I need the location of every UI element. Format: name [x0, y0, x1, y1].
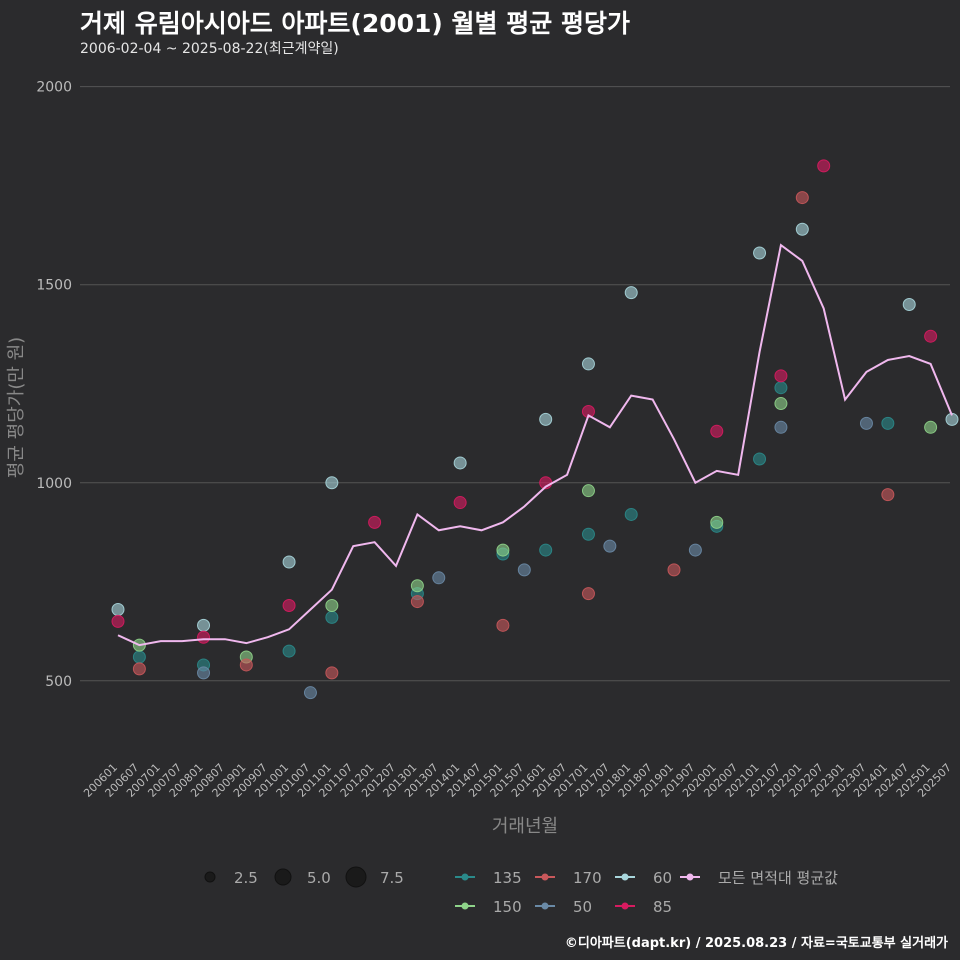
- scatter-point-60: [282, 555, 296, 569]
- scatter-point-170: [581, 587, 595, 601]
- y-tick-label: 500: [45, 674, 72, 690]
- scatter-point-85: [453, 496, 467, 510]
- scatter-points: [111, 159, 959, 700]
- size-legend-symbol: [204, 871, 216, 883]
- legend-label-50: 50: [573, 898, 592, 916]
- scatter-point-60: [753, 246, 767, 260]
- scatter-point-150: [924, 420, 938, 434]
- scatter-point-50: [517, 563, 531, 577]
- legend-swatch-dot: [541, 873, 549, 881]
- scatter-point-85: [197, 630, 211, 644]
- legend-label-135: 135: [493, 869, 522, 887]
- legend-label-170: 170: [573, 869, 602, 887]
- scatter-point-135: [624, 507, 638, 521]
- scatter-point-170: [132, 662, 146, 676]
- scatter-point-150: [581, 484, 595, 498]
- size-legend-symbol: [274, 868, 292, 886]
- scatter-point-170: [239, 658, 253, 672]
- size-legend-label: 7.5: [380, 869, 404, 887]
- size-legend-label: 2.5: [234, 869, 258, 887]
- scatter-point-85: [111, 614, 125, 628]
- y-axis-label: 평균 평당가(만 원): [6, 337, 27, 478]
- legend-label-60: 60: [653, 869, 672, 887]
- scatter-point-50: [774, 420, 788, 434]
- scatter-point-170: [325, 666, 339, 680]
- legend-swatch-dot: [541, 902, 549, 910]
- scatter-point-150: [774, 397, 788, 411]
- legend-swatch-dot: [461, 902, 469, 910]
- x-axis-label: 거래년월: [492, 816, 558, 837]
- legend-label-avg: 모든 면적대 평균값: [718, 869, 838, 887]
- scatter-point-60: [902, 298, 916, 312]
- scatter-point-60: [624, 286, 638, 300]
- average-line-group: [117, 243, 953, 647]
- scatter-point-50: [432, 571, 446, 585]
- scatter-point-170: [410, 595, 424, 609]
- scatter-point-135: [132, 650, 146, 664]
- y-axis-ticks: 500 1000 1500 2000: [36, 80, 72, 690]
- legend-swatch-dot: [461, 873, 469, 881]
- y-tick-label: 1000: [36, 476, 72, 492]
- scatter-point-85: [817, 159, 831, 173]
- scatter-point-60: [111, 602, 125, 616]
- legend-swatch-dot: [621, 873, 629, 881]
- scatter-point-60: [581, 357, 595, 371]
- scatter-point-85: [368, 515, 382, 529]
- legend: 2.5 5.0 7.5 135 170 60 모든 면적대 평균값 150 50 85: [204, 866, 838, 916]
- x-axis-ticks: 2006012006072007012007072008012008072009…: [81, 761, 954, 800]
- size-legend-label: 5.0: [307, 869, 331, 887]
- scatter-point-135: [581, 527, 595, 541]
- y-tick-label: 2000: [36, 80, 72, 96]
- scatter-point-60: [539, 412, 553, 426]
- scatter-point-60: [795, 222, 809, 236]
- scatter-point-60: [325, 476, 339, 490]
- scatter-point-135: [282, 644, 296, 658]
- scatter-point-50: [303, 686, 317, 700]
- scatter-point-60: [453, 456, 467, 470]
- scatter-point-135: [539, 543, 553, 557]
- chart-subtitle: 2006-02-04 ~ 2025-08-22(최근계약일): [80, 41, 339, 57]
- scatter-point-135: [774, 381, 788, 395]
- chart-title: 거제 유림아시아드 아파트(2001) 월별 평균 평당가: [80, 9, 630, 38]
- scatter-point-85: [924, 329, 938, 343]
- footer-credit: ©디아파트(dapt.kr) / 2025.08.23 / 자료=국토교통부 실…: [564, 936, 948, 951]
- scatter-point-150: [496, 543, 510, 557]
- scatter-point-135: [325, 610, 339, 624]
- legend-swatch-dot: [686, 873, 694, 881]
- scatter-point-170: [881, 488, 895, 502]
- scatter-point-170: [496, 618, 510, 632]
- scatter-point-50: [603, 539, 617, 553]
- scatter-point-150: [410, 579, 424, 593]
- scatter-point-50: [197, 666, 211, 680]
- scatter-point-170: [795, 191, 809, 205]
- scatter-point-50: [859, 416, 873, 430]
- scatter-point-150: [325, 599, 339, 613]
- scatter-point-85: [774, 369, 788, 383]
- scatter-point-85: [710, 424, 724, 438]
- legend-swatch-dot: [621, 902, 629, 910]
- average-line: [117, 243, 953, 647]
- scatter-point-170: [667, 563, 681, 577]
- grid-lines: [80, 86, 950, 682]
- scatter-point-60: [197, 618, 211, 632]
- legend-label-85: 85: [653, 898, 672, 916]
- y-tick-label: 1500: [36, 278, 72, 294]
- scatter-point-135: [881, 416, 895, 430]
- size-legend-symbol: [345, 866, 367, 888]
- legend-label-150: 150: [493, 898, 522, 916]
- scatter-point-150: [710, 515, 724, 529]
- scatter-point-85: [282, 599, 296, 613]
- scatter-point-135: [753, 452, 767, 466]
- scatter-point-50: [688, 543, 702, 557]
